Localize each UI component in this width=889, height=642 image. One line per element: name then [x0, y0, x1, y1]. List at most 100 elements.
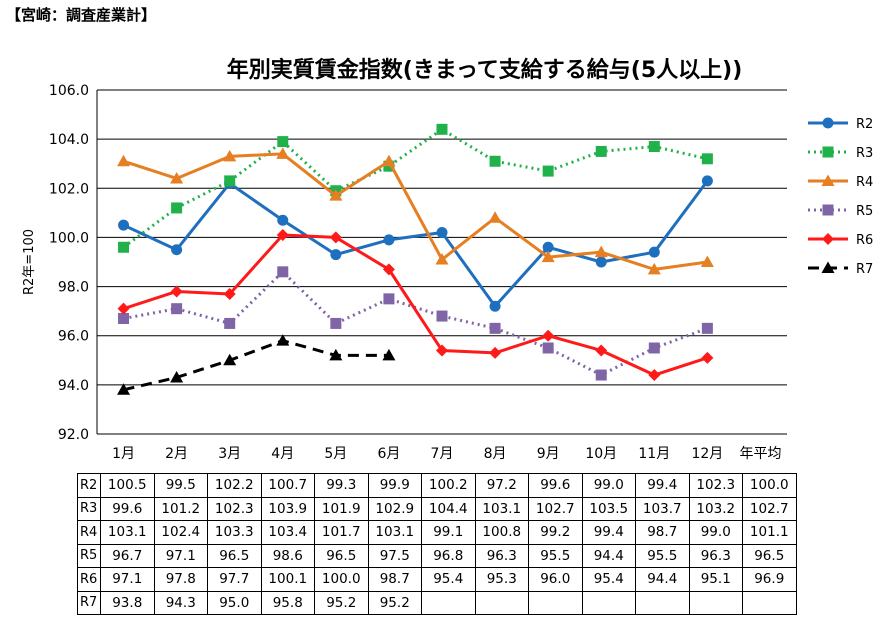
data-point — [701, 175, 713, 187]
table-cell: 98.7 — [367, 567, 422, 592]
table-cell — [421, 590, 476, 615]
table-cell: 102.7 — [528, 496, 583, 521]
table-cell — [474, 590, 529, 615]
legend-label: R5 — [856, 204, 873, 219]
table-row: R2 100.5 99.5 102.2 100.7 99.3 99.9 100.2 97.2 99… — [77, 473, 797, 498]
table-cell: 95.4 — [581, 567, 636, 592]
data-point — [382, 263, 395, 276]
table-cell: 99.2 — [528, 520, 583, 545]
data-point — [383, 293, 395, 305]
table-cell: 103.7 — [635, 496, 690, 521]
table-cell: 103.1 — [367, 520, 422, 545]
data-point — [594, 245, 608, 258]
table-row: R5 96.7 97.1 96.5 98.6 96.5 97.5 96.8 96.3 95.5 94… — [77, 543, 797, 568]
data-point — [648, 342, 660, 354]
table-cell — [742, 590, 797, 615]
legend-item-r6: R6 — [808, 233, 873, 248]
table-cell: 99.0 — [688, 520, 743, 545]
table-cell: 99.4 — [635, 473, 690, 498]
table-cell — [688, 590, 743, 615]
series-r4-line — [123, 152, 708, 271]
table-row: R7 93.8 94.3 95.0 95.8 95.2 95.2 — [77, 590, 797, 615]
data-point — [330, 249, 342, 261]
data-point — [542, 241, 554, 253]
legend-label: R7 — [856, 262, 873, 277]
data-point — [595, 256, 607, 268]
table-cell: 96.7 — [100, 543, 155, 568]
table-row-header: R4 — [77, 520, 101, 545]
data-point — [224, 317, 236, 329]
x-tick-label: 1月 — [112, 446, 135, 462]
table-cell: 96.5 — [742, 543, 797, 568]
table-cell: 103.2 — [688, 496, 743, 521]
table-cell: 99.6 — [528, 473, 583, 498]
table-cell: 99.9 — [367, 473, 422, 498]
x-tick-label: 2月 — [165, 446, 188, 462]
table-cell: 101.9 — [314, 496, 369, 521]
table-cell: 101.1 — [742, 520, 797, 545]
data-point — [436, 310, 448, 322]
table-cell: 103.3 — [207, 520, 262, 545]
y-tick-label: 92.0 — [58, 427, 89, 443]
table-cell: 101.7 — [314, 520, 369, 545]
table-row-header: R7 — [77, 590, 101, 615]
x-tick-label: 7月 — [431, 446, 454, 462]
legend-item-r2: R2 — [808, 117, 873, 132]
legend-label: R6 — [856, 233, 873, 248]
data-point — [701, 351, 714, 364]
gridlines — [97, 89, 787, 435]
table-cell: 97.5 — [367, 543, 422, 568]
y-tick-label: 94.0 — [58, 378, 89, 394]
data-point — [701, 153, 713, 165]
x-tick-label: 10月 — [585, 446, 617, 462]
table-cell: 95.3 — [474, 567, 529, 592]
legend-label: R3 — [856, 146, 873, 161]
x-tick-label: 年平均 — [739, 446, 781, 462]
table-cell: 95.0 — [207, 590, 262, 615]
data-point — [595, 145, 607, 157]
table-cell: 101.2 — [153, 496, 208, 521]
table-row-header: R5 — [77, 543, 101, 568]
y-axis: 92.0 94.0 96.0 98.0 100.0 102.0 104.0 106.0 1月 2月… — [22, 83, 781, 462]
table-cell: 96.9 — [742, 567, 797, 592]
y-tick-label: 104.0 — [49, 132, 89, 148]
x-tick-label: 3月 — [218, 446, 241, 462]
data-point — [489, 346, 502, 359]
table-cell: 102.3 — [688, 473, 743, 498]
table-cell: 103.4 — [260, 520, 315, 545]
data-point — [276, 147, 290, 159]
y-tick-label: 102.0 — [49, 181, 89, 197]
data-table: R2 100.5 99.5 102.2 100.7 99.3 99.9 100.2 97.2 99… — [77, 473, 797, 615]
data-point — [700, 255, 714, 267]
legend-marker — [822, 146, 834, 158]
legend-item-r7: R7 — [808, 261, 873, 277]
table-cell: 95.5 — [635, 543, 690, 568]
data-point — [648, 246, 660, 258]
y-tick-label: 96.0 — [58, 329, 89, 345]
series-r2-line — [122, 180, 709, 308]
table-cell: 100.1 — [260, 567, 315, 592]
series-r4 — [117, 147, 714, 275]
legend-label: R4 — [856, 175, 873, 190]
table-cell: 100.0 — [314, 567, 369, 592]
table-cell: 99.6 — [100, 496, 155, 521]
table-cell: 95.8 — [260, 590, 315, 615]
y-tick-label: 106.0 — [49, 83, 89, 99]
series-r6-line — [123, 233, 708, 377]
data-point — [329, 348, 343, 361]
legend-item-r4: R4 — [808, 174, 873, 190]
table-row-header: R3 — [77, 496, 101, 521]
table-cell: 97.7 — [207, 567, 262, 592]
table-cell: 97.1 — [153, 543, 208, 568]
legend-marker — [821, 261, 835, 273]
data-point — [489, 322, 501, 334]
data-point — [277, 266, 289, 278]
table-cell: 100.2 — [421, 473, 476, 498]
table-cell: 104.4 — [421, 496, 476, 521]
legend: R2 R3 R4 R5 R6 R7 — [808, 117, 873, 277]
table-cell: 96.8 — [421, 543, 476, 568]
data-point — [595, 369, 607, 381]
table-cell: 102.3 — [207, 496, 262, 521]
table-cell: 102.9 — [367, 496, 422, 521]
chart-title: 年別実質賃金指数(きまって支給する給与(5人以上)) — [226, 58, 743, 83]
